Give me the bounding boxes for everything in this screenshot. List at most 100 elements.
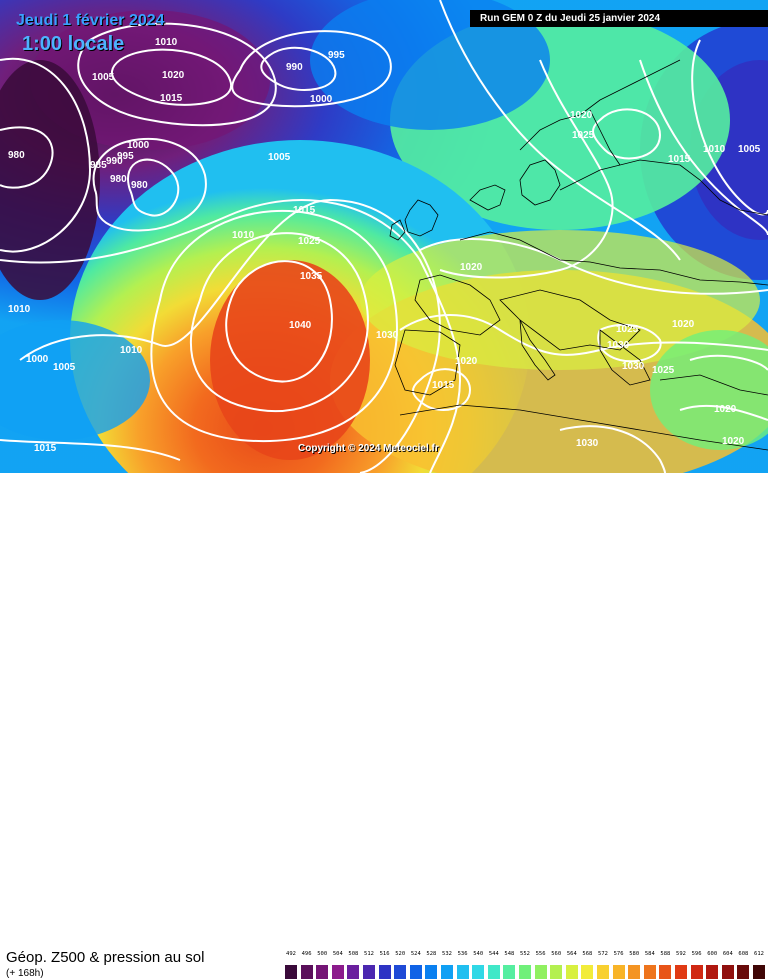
legend-bar: Géop. Z500 & pression au sol (+ 168h) 49… (0, 473, 768, 979)
pressure-label: 1005 (268, 152, 291, 163)
pressure-label: 980 (131, 180, 148, 191)
scale-swatch (394, 965, 407, 979)
scale-swatch (628, 965, 641, 979)
scale-swatch (472, 965, 485, 979)
scale-swatch (331, 965, 344, 979)
pressure-label: 1010 (703, 144, 726, 155)
pressure-label: 1020 (722, 436, 745, 447)
pressure-label: 1020 (460, 262, 483, 273)
scale-tick-label: 520 (395, 951, 406, 957)
scale-tick-label: 576 (613, 951, 624, 957)
pressure-label: 1015 (34, 443, 57, 454)
pressure-label: 1010 (120, 345, 143, 356)
scale-tick-label: 560 (551, 951, 562, 957)
scale-tick-label: 528 (426, 951, 437, 957)
scale-swatch (519, 965, 531, 979)
pressure-label: 1020 (714, 404, 737, 415)
scale-tick-label: 496 (301, 951, 312, 957)
pressure-label: 995 (117, 151, 134, 162)
model-run-label: Run GEM 0 Z du Jeudi 25 janvier 2024 (470, 10, 768, 27)
pressure-label: 1015 (668, 154, 691, 165)
scale-swatch (753, 965, 765, 979)
scale-swatch (347, 965, 360, 979)
pressure-label: 985 (90, 160, 107, 171)
pressure-label: 990 (106, 156, 123, 167)
pressure-label: 1010 (8, 304, 31, 315)
scale-tick-label: 584 (644, 951, 655, 957)
scale-swatch (675, 965, 687, 979)
isobar-lines (0, 0, 768, 474)
scale-swatch (503, 965, 516, 979)
pressure-label: 1035 (300, 271, 323, 282)
pressure-label: 1010 (232, 230, 255, 241)
pressure-label: 1015 (160, 93, 183, 104)
scale-tick-label: 588 (660, 951, 671, 957)
scale-swatch (363, 965, 375, 979)
scale-tick-label: 492 (286, 951, 296, 957)
pressure-label: 1025 (616, 324, 639, 335)
pressure-label: 1040 (289, 320, 312, 331)
scale-swatch (409, 965, 422, 979)
pressure-label: 980 (8, 150, 25, 161)
pressure-label: 1030 (576, 438, 599, 449)
scale-swatch (425, 965, 438, 979)
scale-tick-label: 564 (566, 951, 577, 957)
scale-tick-label: 508 (348, 951, 359, 957)
scale-swatch (690, 965, 703, 979)
scale-tick-label: 516 (379, 951, 390, 957)
pressure-label: 1015 (432, 380, 455, 391)
scale-swatch (316, 965, 329, 979)
scale-tick-label: 524 (410, 951, 421, 957)
lead-time: (+ 168h) (6, 968, 44, 979)
scale-tick-label: 540 (473, 951, 484, 957)
scale-swatch (487, 965, 500, 979)
pressure-label: 1015 (293, 205, 316, 216)
scale-swatch (285, 965, 297, 979)
scale-swatch (581, 965, 594, 979)
scale-tick-label: 592 (676, 951, 686, 957)
scale-swatch (706, 965, 719, 979)
scale-tick-label: 552 (520, 951, 530, 957)
pressure-label: 1020 (570, 110, 593, 121)
product-title: Géop. Z500 & pression au sol (6, 949, 205, 966)
forecast-map: 1010 1020 1015 1005 995 990 1000 980 985… (0, 0, 768, 540)
geopotential-field: 1010 1020 1015 1005 995 990 1000 980 985… (0, 0, 768, 540)
scale-tick-label: 612 (754, 951, 764, 957)
scale-swatch (300, 965, 313, 979)
pressure-label: 1005 (92, 72, 115, 83)
pressure-label: 1020 (162, 70, 185, 81)
scale-swatch (456, 965, 469, 979)
pressure-label: 1020 (672, 319, 695, 330)
scale-tick-label: 504 (332, 951, 343, 957)
scale-tick-label: 556 (535, 951, 546, 957)
pressure-label: 990 (286, 62, 303, 73)
scale-tick-label: 608 (738, 951, 749, 957)
pressure-labels: 1010 1020 1015 1005 995 990 1000 980 985… (8, 37, 761, 454)
scale-swatch (737, 965, 750, 979)
coastlines (389, 59, 768, 451)
pressure-label: 1005 (738, 144, 761, 155)
scale-swatch (550, 965, 563, 979)
scale-tick-label: 580 (629, 951, 640, 957)
scale-tick-label: 604 (722, 951, 733, 957)
pressure-label: 1025 (572, 130, 595, 141)
pressure-label: 1000 (26, 354, 49, 365)
pressure-label: 995 (328, 50, 345, 61)
scale-tick-label: 500 (317, 951, 328, 957)
scale-swatch (659, 965, 672, 979)
pressure-label: 1000 (127, 140, 150, 151)
scale-tick-label: 596 (691, 951, 702, 957)
pressure-label: 1025 (298, 236, 321, 247)
scale-swatch (441, 965, 453, 979)
forecast-date: Jeudi 1 février 2024 (16, 12, 165, 29)
scale-tick-label: 544 (488, 951, 499, 957)
scale-tick-label: 572 (598, 951, 608, 957)
scale-tick-label: 568 (582, 951, 593, 957)
pressure-label: 980 (110, 174, 127, 185)
scale-tick-label: 600 (707, 951, 718, 957)
scale-tick-label: 512 (364, 951, 374, 957)
pressure-label: 1005 (53, 362, 76, 373)
pressure-label: 1030 (607, 340, 630, 351)
scale-swatch (721, 965, 734, 979)
scale-swatch (643, 965, 656, 979)
